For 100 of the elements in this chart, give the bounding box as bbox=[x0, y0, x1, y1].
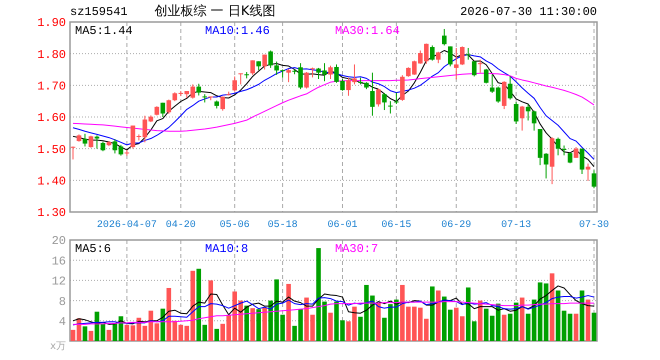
candlestick bbox=[478, 59, 483, 74]
y-tick-label: 1.60 bbox=[37, 111, 66, 126]
bar bbox=[520, 298, 524, 341]
bar bbox=[88, 330, 94, 341]
candlestick bbox=[430, 44, 435, 62]
candlestick bbox=[382, 92, 387, 111]
candlestick bbox=[154, 106, 160, 116]
candlestick bbox=[448, 46, 453, 67]
candlestick bbox=[454, 47, 459, 80]
bar bbox=[574, 314, 578, 341]
text: MA5:6 bbox=[75, 242, 112, 256]
bar bbox=[214, 328, 220, 341]
candlestick bbox=[460, 46, 465, 66]
candlestick bbox=[286, 68, 291, 83]
text: MA10:8 bbox=[205, 242, 248, 256]
y-tick-label: 1.90 bbox=[37, 16, 66, 30]
candlestick bbox=[304, 72, 309, 89]
bar bbox=[106, 330, 112, 341]
bar bbox=[256, 309, 261, 341]
bar bbox=[580, 290, 584, 341]
candlestick bbox=[202, 94, 208, 103]
x-tick-label: 05-06 bbox=[220, 220, 250, 231]
bar bbox=[502, 314, 506, 341]
y-tick-label: 1.80 bbox=[37, 48, 66, 62]
candlestick bbox=[232, 76, 237, 92]
bar bbox=[592, 312, 596, 341]
bar bbox=[478, 300, 483, 341]
bar bbox=[250, 308, 255, 341]
bar bbox=[244, 306, 249, 341]
candlestick bbox=[94, 134, 100, 150]
candlestick bbox=[532, 110, 536, 132]
candlestick bbox=[442, 28, 447, 46]
text: 2026-07-30 11:30:00 bbox=[460, 5, 597, 19]
text: MA30:1.64 bbox=[335, 24, 400, 38]
text: MA5:1.44 bbox=[75, 24, 133, 38]
y-tick-label: 4 bbox=[58, 315, 66, 329]
bar bbox=[328, 312, 333, 341]
candlestick bbox=[376, 88, 381, 108]
y-tick-label: 20 bbox=[52, 234, 66, 248]
y-tick-label: 1.50 bbox=[37, 142, 66, 157]
candlestick bbox=[388, 100, 393, 114]
text: sz159541 bbox=[70, 5, 128, 19]
candlestick bbox=[250, 60, 255, 76]
candlestick bbox=[436, 51, 441, 64]
candlestick bbox=[82, 133, 88, 147]
candlestick bbox=[520, 105, 524, 132]
candlestick bbox=[400, 74, 405, 102]
candlestick bbox=[472, 60, 477, 77]
candlestick bbox=[166, 99, 172, 114]
x-tick-label: 07-13 bbox=[501, 220, 532, 231]
x-tick-label: 07-30 bbox=[579, 220, 610, 231]
x-tick-label: 06-15 bbox=[381, 220, 412, 231]
y-tick-label: 1.40 bbox=[37, 174, 66, 189]
y-tick-label: 1.30 bbox=[37, 206, 66, 220]
bar bbox=[262, 308, 267, 341]
x-tick-label: 04-20 bbox=[166, 220, 196, 231]
line-series bbox=[72, 285, 595, 325]
bar bbox=[376, 303, 381, 341]
y-axis-title: x万 bbox=[50, 341, 66, 352]
bar bbox=[82, 326, 88, 341]
line-series bbox=[72, 295, 595, 326]
candlestick bbox=[310, 67, 315, 78]
bar bbox=[430, 286, 435, 341]
candlestick bbox=[508, 76, 512, 100]
candlestick bbox=[160, 102, 166, 118]
candlestick bbox=[556, 137, 560, 156]
candlestick bbox=[394, 92, 399, 105]
x-tick-label: 05-18 bbox=[268, 220, 298, 231]
candlestick bbox=[586, 163, 590, 182]
bar bbox=[208, 280, 214, 341]
candlestick bbox=[526, 104, 530, 121]
candlestick bbox=[70, 146, 76, 160]
bar bbox=[586, 300, 590, 341]
candlestick bbox=[220, 96, 226, 112]
line-series bbox=[72, 301, 595, 325]
y-tick-label: 1.70 bbox=[37, 80, 66, 94]
candlestick bbox=[574, 146, 578, 158]
x-tick-label: 06-29 bbox=[441, 220, 472, 231]
candlestick bbox=[484, 68, 489, 84]
candlestick bbox=[238, 72, 243, 85]
text: MA30:7 bbox=[335, 242, 378, 256]
candlestick bbox=[268, 50, 273, 68]
y-tick-label: 8 bbox=[58, 294, 66, 309]
candlestick bbox=[514, 102, 518, 124]
candlestick bbox=[100, 141, 106, 152]
candlestick bbox=[88, 135, 94, 148]
candlestick bbox=[568, 152, 572, 164]
candlestick bbox=[262, 54, 267, 70]
candlestick bbox=[580, 148, 584, 174]
candlestick bbox=[328, 65, 333, 80]
candlestick bbox=[592, 170, 596, 189]
candlestick bbox=[562, 145, 566, 156]
y-tick-label: 12 bbox=[52, 274, 66, 289]
bar bbox=[436, 290, 441, 341]
candlestick bbox=[370, 72, 375, 116]
y-tick-label: 16 bbox=[52, 254, 66, 268]
chart-title: 创业板综 一 日K线图 bbox=[154, 4, 276, 19]
candlestick bbox=[196, 83, 202, 96]
bar bbox=[550, 273, 554, 341]
bar bbox=[286, 284, 291, 341]
